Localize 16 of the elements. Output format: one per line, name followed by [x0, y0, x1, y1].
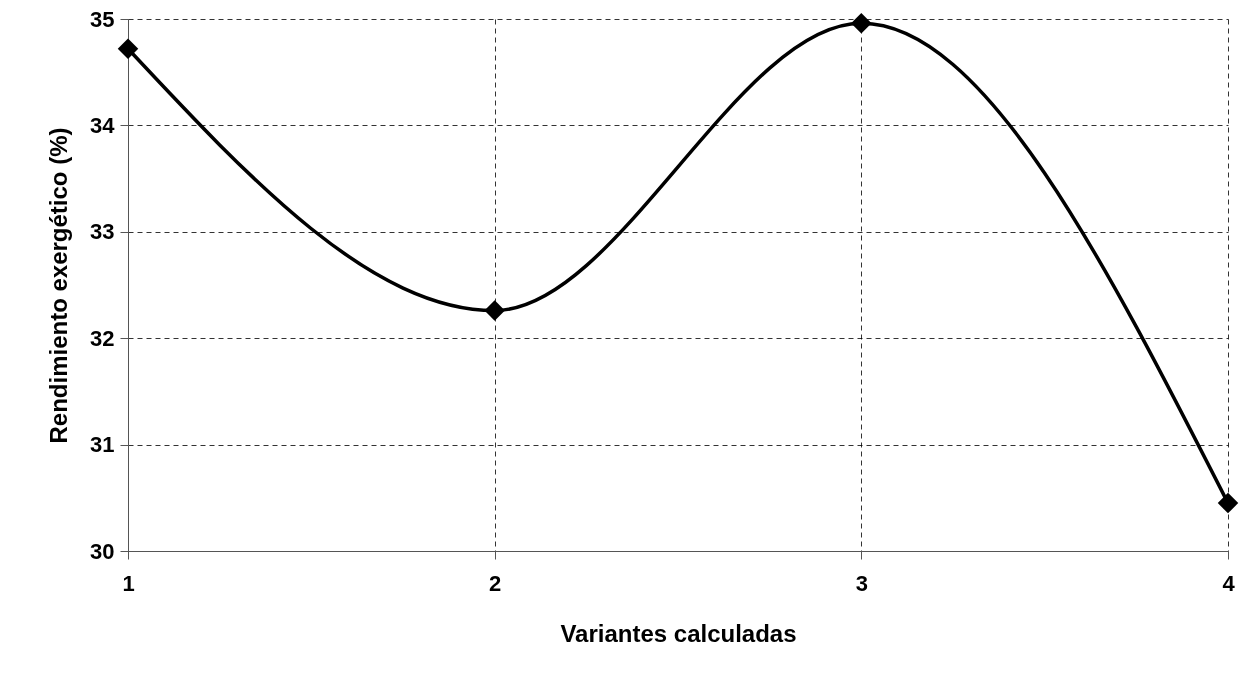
point	[484, 300, 505, 321]
point	[1217, 492, 1239, 514]
x-axis-title: Variantes calculadas	[560, 619, 797, 647]
x-tick-label: 4	[1222, 570, 1236, 596]
y-axis-title: Rendimiento exergético (%)	[45, 127, 73, 444]
point	[117, 38, 139, 60]
y-tick-label: 30	[90, 538, 115, 564]
point	[851, 13, 872, 34]
y-tick-label: 32	[90, 325, 115, 351]
x-tick-label: 3	[855, 570, 868, 596]
y-tick-label: 31	[90, 432, 115, 458]
x-tick-label: 1	[122, 570, 135, 596]
y-tick-label: 35	[90, 6, 115, 32]
y-tick-label: 34	[90, 112, 116, 138]
x-tick-label: 2	[489, 570, 502, 596]
y-tick-label: 33	[90, 219, 115, 245]
